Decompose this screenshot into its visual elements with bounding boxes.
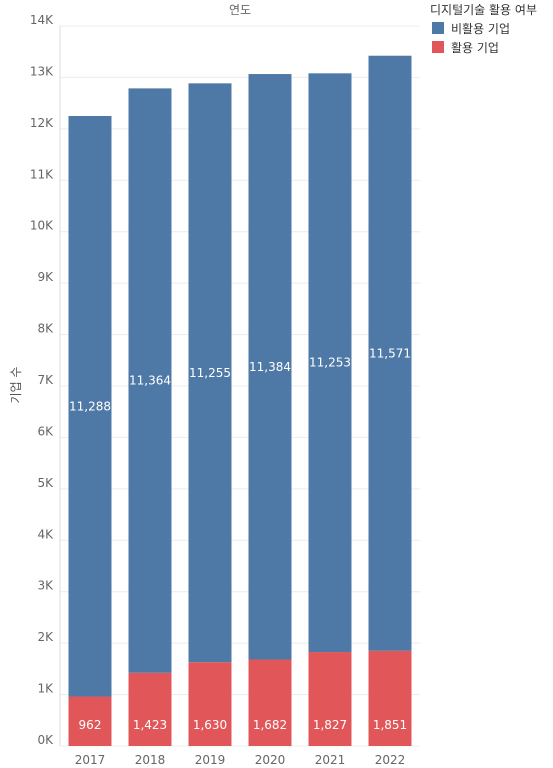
y-tick-label: 6K (37, 424, 54, 438)
legend-label-non-using: 비활용 기업 (451, 22, 510, 36)
bar-segment (248, 659, 292, 746)
data-label: 1,851 (373, 718, 407, 732)
bar-segment (308, 73, 352, 653)
x-axis: 2017 2018 2019 2020 2021 2022 (75, 753, 406, 767)
y-tick-label: 12K (30, 116, 54, 130)
y-tick-label: 14K (30, 13, 54, 27)
data-label: 1,630 (193, 718, 227, 732)
x-tick-label: 2021 (315, 753, 346, 767)
y-tick-label: 9K (37, 270, 54, 284)
bar-segment (68, 116, 112, 697)
x-tick-label: 2022 (375, 753, 406, 767)
bar-segment (308, 652, 352, 746)
bar-segment (368, 650, 412, 746)
bar-segment (188, 83, 232, 663)
legend-swatch-using (432, 41, 444, 53)
bar-segment (248, 74, 292, 660)
y-tick-label: 0K (37, 733, 54, 747)
y-tick-label: 7K (37, 373, 54, 387)
x-tick-label: 2019 (195, 753, 226, 767)
bar-segment (368, 55, 412, 651)
bar-segment (188, 662, 232, 746)
y-tick-label: 10K (30, 219, 54, 233)
y-axis: 0K 1K 2K 3K 4K 5K 6K 7K 8K 9K 10K 11K 12K 13K 14K (30, 13, 54, 747)
legend: 디지털기술 활용 여부 비활용 기업 활용 기업 (430, 3, 537, 55)
y-tick-label: 4K (37, 527, 54, 541)
y-tick-label: 2K (37, 630, 54, 644)
y-tick-label: 11K (30, 167, 54, 181)
y-tick-label: 13K (30, 64, 54, 78)
x-tick-label: 2018 (135, 753, 166, 767)
chart-title: 연도 (229, 3, 251, 17)
bars: 962 11,288 1,423 11,364 1,630 11,255 1,682 11,3… (68, 55, 412, 746)
data-label: 11,384 (249, 360, 291, 374)
data-label: 11,571 (369, 346, 411, 360)
data-label: 1,827 (313, 718, 347, 732)
x-tick-label: 2020 (255, 753, 286, 767)
data-label: 11,288 (69, 399, 111, 413)
bar-segment (68, 696, 112, 746)
data-label: 1,682 (253, 718, 287, 732)
legend-title: 디지털기술 활용 여부 (430, 3, 537, 17)
y-tick-label: 1K (37, 682, 54, 696)
legend-swatch-non-using (432, 22, 444, 34)
data-label: 11,255 (189, 366, 231, 380)
x-tick-label: 2017 (75, 753, 106, 767)
legend-label-using: 활용 기업 (451, 41, 499, 55)
y-tick-label: 8K (37, 322, 54, 336)
y-tick-label: 5K (37, 476, 54, 490)
y-axis-title: 기업 수 (9, 367, 23, 404)
data-label: 11,364 (129, 374, 171, 388)
bar-segment (128, 672, 172, 746)
data-label: 962 (79, 718, 102, 732)
data-label: 1,423 (133, 718, 167, 732)
y-tick-label: 3K (37, 579, 54, 593)
data-label: 11,253 (309, 356, 351, 370)
bar-segment (128, 88, 172, 673)
gridlines (59, 25, 420, 747)
